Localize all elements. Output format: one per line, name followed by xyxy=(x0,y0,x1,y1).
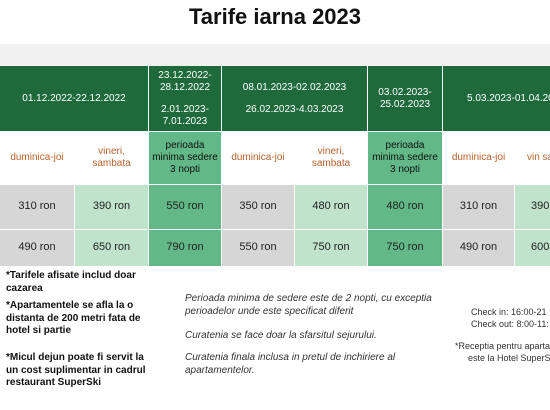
header-text: 2.01.2023-7.01.2023 xyxy=(161,103,209,127)
price-cell: 310 ron xyxy=(0,185,75,230)
price-cell: 650 ron xyxy=(75,230,149,267)
note-middle: Perioada minima de sedere este de 2 nopt… xyxy=(185,293,432,317)
header-text: 08.01.2023-02.02.2023 xyxy=(242,81,347,93)
header-cell: 5.03.2023-01.04.20 xyxy=(443,66,550,132)
subheader-cell: vin sam xyxy=(515,132,550,185)
note-left: *Apartamentele se afla la o distanta de … xyxy=(6,300,141,336)
note-right: *Receptia pentru aparta xyxy=(455,341,550,351)
note-left: *Micul dejun poate fi servit la un cost … xyxy=(6,352,146,388)
note-right: Check in: 16:00-21 xyxy=(471,307,547,317)
price-cell: 550 ron xyxy=(149,185,222,230)
price-cell: 390 ron xyxy=(75,185,149,230)
price-cell: 600 xyxy=(515,230,550,267)
subheader-cell: vineri, sambata xyxy=(295,132,368,185)
subheader-cell: vineri, sambata xyxy=(75,132,149,185)
price-cell: 310 ron xyxy=(443,185,515,230)
header-text: 26.02.2023-4.03.2023 xyxy=(245,103,344,115)
note-left: *Tarifele afisate includ doar cazarea xyxy=(6,270,136,294)
price-cell: 490 ron xyxy=(0,230,75,267)
subheader-cell: duminica-joi xyxy=(222,132,295,185)
page-title: Tarife iarna 2023 xyxy=(188,4,362,29)
header-cell: 23.12.2022-28.12.2022 2.01.2023-7.01.2023 xyxy=(149,66,222,132)
price-cell: 480 ron xyxy=(295,185,368,230)
note-right: este la Hotel SuperS xyxy=(468,353,550,363)
header-cell: 08.01.2023-02.02.2023 26.02.2023-4.03.202… xyxy=(222,66,368,132)
subheader-cell: perioada minima sedere 3 nopti xyxy=(368,132,443,185)
price-cell: 750 ron xyxy=(368,230,443,267)
price-cell: 550 ron xyxy=(222,230,295,267)
price-cell: 750 ron xyxy=(295,230,368,267)
price-cell: 350 ron xyxy=(222,185,295,230)
price-cell: 480 ron xyxy=(368,185,443,230)
header-text: 23.12.2022-28.12.2022 xyxy=(158,69,212,93)
note-middle: Curatenia se face doar la sfarsitul seju… xyxy=(185,330,377,341)
price-cell: 390 xyxy=(515,185,550,230)
top-band xyxy=(0,44,550,66)
note-right: Check out: 8:00-11: xyxy=(471,319,549,329)
note-middle: Curatenia finala inclusa in pretul de in… xyxy=(185,352,396,376)
header-cell: 01.12.2022-22.12.2022 xyxy=(0,66,149,132)
subheader-cell: duminica-joi xyxy=(0,132,75,185)
subheader-cell: duminica-joi xyxy=(443,132,515,185)
price-cell: 790 ron xyxy=(149,230,222,267)
price-cell: 490 ron xyxy=(443,230,515,267)
header-cell: 03.02.2023-25.02.2023 xyxy=(368,66,443,132)
subheader-cell: perioada minima sedere 3 nopti xyxy=(149,132,222,185)
